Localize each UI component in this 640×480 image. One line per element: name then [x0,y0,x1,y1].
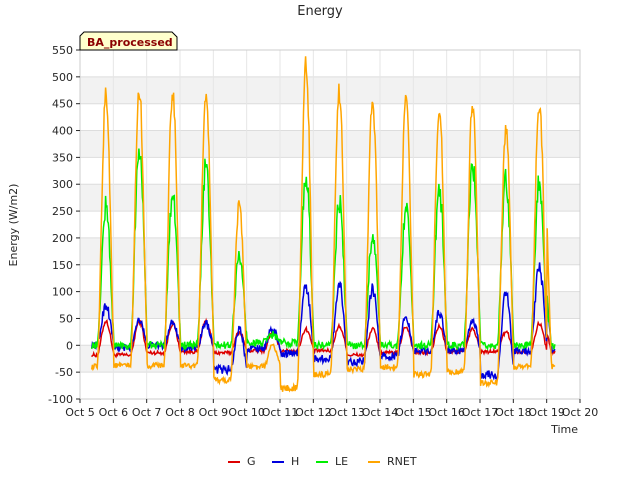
legend-label: H [291,455,299,468]
x-tick-label: Oct 11 [262,406,299,419]
y-tick-label: 550 [52,44,73,57]
legend-label: RNET [387,455,417,468]
y-tick-label: 150 [52,259,73,272]
x-tick-label: Oct 8 [165,406,195,419]
grid-band [80,184,580,212]
y-tick-label: 500 [52,71,73,84]
series-line-h [90,262,556,381]
y-tick-label: 350 [52,151,73,164]
y-tick-label: 400 [52,125,73,138]
x-tick-label: Oct 6 [99,406,129,419]
y-tick-label: 250 [52,205,73,218]
x-tick-label: Oct 16 [428,406,465,419]
x-tick-label: Oct 14 [362,406,399,419]
legend-label: G [247,455,256,468]
x-tick-label: Oct 15 [395,406,432,419]
annotation-label: BA_processed [87,36,173,49]
legend-label: LE [335,455,348,468]
x-tick-label: Oct 5 [65,406,95,419]
series-line-rnet [90,56,556,393]
x-tick-label: Oct 17 [462,406,499,419]
x-tick-label: Oct 12 [295,406,332,419]
x-tick-label: Oct 18 [495,406,532,419]
y-tick-label: 0 [66,339,73,352]
legend-item-h: H [272,455,299,468]
x-axis-title: Time [550,423,578,436]
plot-frame [79,49,581,400]
y-tick-label: 450 [52,98,73,111]
x-tick-label: Oct 7 [132,406,162,419]
grid-band [80,291,580,319]
x-tick-label: Oct 9 [199,406,229,419]
series-layer [90,56,556,393]
y-tick-label: -100 [48,393,73,406]
annotation-box: BA_processed [79,31,178,51]
y-tick-label: 100 [52,286,73,299]
y-tick-label: -50 [55,366,73,379]
y-tick-label: 300 [52,178,73,191]
x-tick-label: Oct 13 [328,406,365,419]
legend-item-rnet: RNET [368,455,417,468]
x-tick-label: Oct 20 [562,406,599,419]
legend-item-le: LE [316,455,348,468]
y-axis-title: Energy (W/m2) [7,184,20,267]
legend-item-g: G [228,455,256,468]
chart-title: Energy [297,4,343,19]
grid-band [80,130,580,158]
grid-band [80,237,580,265]
x-tick-label: Oct 10 [228,406,265,419]
legend: G H LE RNET [228,455,417,468]
x-tick-label: Oct 19 [528,406,565,419]
y-axis-ticks: -100 -50 0 50 100 150 200 250 300 350 400 450 500 550 [48,44,80,406]
grid-band [80,76,580,104]
y-tick-label: 200 [52,232,73,245]
y-tick-label: 50 [59,312,73,325]
